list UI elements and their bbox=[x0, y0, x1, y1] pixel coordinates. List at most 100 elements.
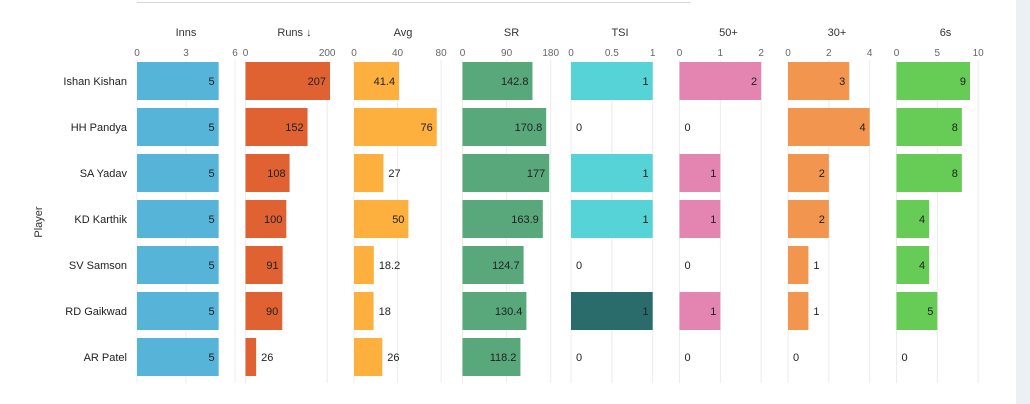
value-label-runs-ar-patel: 26 bbox=[261, 352, 273, 364]
bar-runs-ishan-kishan[interactable] bbox=[245, 62, 331, 100]
tick-tsi-0-5: 0.5 bbox=[605, 48, 619, 59]
value-label-inns-ishan-kishan: 5 bbox=[209, 76, 215, 88]
tick-50-0: 0 bbox=[677, 48, 683, 59]
header-6s[interactable]: 6s bbox=[940, 27, 952, 39]
bar-avg-ar-patel[interactable] bbox=[354, 338, 383, 376]
tick-avg-40: 40 bbox=[392, 48, 404, 59]
bar-tsi-ishan-kishan[interactable] bbox=[571, 62, 653, 100]
value-label-tsi-sa-yadav: 1 bbox=[643, 168, 649, 180]
value-label-tsi-hh-pandya: 0 bbox=[576, 122, 582, 134]
bar-50-sa-yadav[interactable] bbox=[679, 154, 721, 192]
bar-sr-ishan-kishan[interactable] bbox=[462, 62, 533, 100]
bar-30-sv-samson[interactable] bbox=[788, 246, 809, 284]
tick-tsi-1: 1 bbox=[650, 48, 656, 59]
bar-runs-ar-patel[interactable] bbox=[245, 338, 257, 376]
tick-30-2: 2 bbox=[826, 48, 832, 59]
bar-inns-ar-patel[interactable] bbox=[137, 338, 219, 376]
value-label-runs-hh-pandya: 152 bbox=[285, 122, 303, 134]
bar-runs-kd-karthik[interactable] bbox=[245, 200, 287, 238]
bar-inns-hh-pandya[interactable] bbox=[137, 108, 219, 146]
value-label-tsi-ishan-kishan: 1 bbox=[643, 76, 649, 88]
tick-30-4: 4 bbox=[867, 48, 873, 59]
header-sr[interactable]: SR bbox=[504, 27, 519, 39]
value-label-6s-ar-patel: 0 bbox=[902, 352, 908, 364]
value-label-avg-sa-yadav: 27 bbox=[388, 168, 400, 180]
vertical-scrollbar[interactable] bbox=[1016, 0, 1030, 404]
header-50[interactable]: 50+ bbox=[719, 27, 738, 39]
bar-inns-sv-samson[interactable] bbox=[137, 246, 219, 284]
bar-30-rd-gaikwad[interactable] bbox=[788, 292, 809, 330]
value-label-50-sv-samson: 0 bbox=[685, 260, 691, 272]
player-labels: Ishan Kishan HH Pandya SA Yadav KD Karthik S… bbox=[63, 76, 127, 364]
tick-50-2: 2 bbox=[758, 48, 764, 59]
bar-runs-hh-pandya[interactable] bbox=[245, 108, 308, 146]
header-tsi[interactable]: TSI bbox=[611, 27, 628, 39]
bar-sr-rd-gaikwad[interactable] bbox=[462, 292, 527, 330]
bar-avg-sa-yadav[interactable] bbox=[354, 154, 384, 192]
bar-runs-rd-gaikwad[interactable] bbox=[245, 292, 283, 330]
value-label-avg-kd-karthik: 50 bbox=[392, 214, 404, 226]
bar-sr-sv-samson[interactable] bbox=[462, 246, 524, 284]
bar-30-kd-karthik[interactable] bbox=[788, 200, 829, 238]
player-label-ishan-kishan: Ishan Kishan bbox=[63, 76, 127, 88]
bar-6s-ishan-kishan[interactable] bbox=[896, 62, 971, 100]
bar-6s-sv-samson[interactable] bbox=[896, 246, 930, 284]
bar-runs-sv-samson[interactable] bbox=[245, 246, 283, 284]
bar-tsi-kd-karthik[interactable] bbox=[571, 200, 653, 238]
value-label-30-sa-yadav: 2 bbox=[819, 168, 825, 180]
header-avg[interactable]: Avg bbox=[394, 27, 413, 39]
value-label-avg-ar-patel: 26 bbox=[387, 352, 399, 364]
value-label-runs-sa-yadav: 108 bbox=[267, 168, 285, 180]
value-label-tsi-ar-patel: 0 bbox=[576, 352, 582, 364]
bar-6s-kd-karthik[interactable] bbox=[896, 200, 930, 238]
header-inns[interactable]: Inns bbox=[176, 27, 197, 39]
bar-inns-kd-karthik[interactable] bbox=[137, 200, 219, 238]
header-runs[interactable]: Runs ↓ bbox=[277, 27, 311, 39]
value-label-tsi-kd-karthik: 1 bbox=[643, 214, 649, 226]
bar-tsi-rd-gaikwad[interactable] bbox=[571, 292, 653, 330]
value-label-6s-kd-karthik: 4 bbox=[919, 214, 925, 226]
bar-inns-rd-gaikwad[interactable] bbox=[137, 292, 219, 330]
bar-6s-sa-yadav[interactable] bbox=[896, 154, 962, 192]
value-label-50-rd-gaikwad: 1 bbox=[710, 306, 716, 318]
value-label-6s-sa-yadav: 8 bbox=[952, 168, 958, 180]
bar-50-kd-karthik[interactable] bbox=[679, 200, 721, 238]
value-label-avg-sv-samson: 18.2 bbox=[379, 260, 400, 272]
bar-30-sa-yadav[interactable] bbox=[788, 154, 829, 192]
bar-tsi-sa-yadav[interactable] bbox=[571, 154, 653, 192]
player-label-kd-karthik: KD Karthik bbox=[74, 214, 127, 226]
player-label-rd-gaikwad: RD Gaikwad bbox=[65, 306, 127, 318]
tick-30-0: 0 bbox=[785, 48, 791, 59]
tick-inns-3: 3 bbox=[183, 48, 189, 59]
bar-runs-sa-yadav[interactable] bbox=[245, 154, 290, 192]
value-label-sr-kd-karthik: 163.9 bbox=[511, 214, 539, 226]
bar-30-hh-pandya[interactable] bbox=[788, 108, 870, 146]
bar-50-ishan-kishan[interactable] bbox=[679, 62, 762, 100]
header-30[interactable]: 30+ bbox=[828, 27, 847, 39]
bar-avg-hh-pandya[interactable] bbox=[354, 108, 437, 146]
bar-avg-ishan-kishan[interactable] bbox=[354, 62, 400, 100]
value-label-inns-kd-karthik: 5 bbox=[209, 214, 215, 226]
bar-inns-ishan-kishan[interactable] bbox=[137, 62, 219, 100]
value-label-30-sv-samson: 1 bbox=[813, 260, 819, 272]
bar-avg-sv-samson[interactable] bbox=[354, 246, 374, 284]
bar-sr-sa-yadav[interactable] bbox=[462, 154, 550, 192]
player-label-sv-samson: SV Samson bbox=[69, 260, 127, 272]
bar-avg-kd-karthik[interactable] bbox=[354, 200, 409, 238]
bar-sr-ar-patel[interactable] bbox=[462, 338, 521, 376]
bar-6s-rd-gaikwad[interactable] bbox=[896, 292, 938, 330]
bar-sr-hh-pandya[interactable] bbox=[462, 108, 547, 146]
bar-6s-hh-pandya[interactable] bbox=[896, 108, 962, 146]
value-label-tsi-rd-gaikwad: 1 bbox=[643, 306, 649, 318]
bar-avg-rd-gaikwad[interactable] bbox=[354, 292, 374, 330]
bar-inns-sa-yadav[interactable] bbox=[137, 154, 219, 192]
value-label-inns-sa-yadav: 5 bbox=[209, 168, 215, 180]
player-label-ar-patel: AR Patel bbox=[84, 352, 127, 364]
bar-50-rd-gaikwad[interactable] bbox=[679, 292, 721, 330]
player-label-sa-yadav: SA Yadav bbox=[80, 168, 128, 180]
bar-30-ishan-kishan[interactable] bbox=[788, 62, 850, 100]
y-axis-label: Player bbox=[33, 206, 45, 238]
bar-sr-kd-karthik[interactable] bbox=[462, 200, 543, 238]
tick-labels: 0 3 6 0 200 0 40 80 0 90 180 0 0.5 1 0 1 2 0 2 4 0 5 10 bbox=[134, 48, 984, 59]
